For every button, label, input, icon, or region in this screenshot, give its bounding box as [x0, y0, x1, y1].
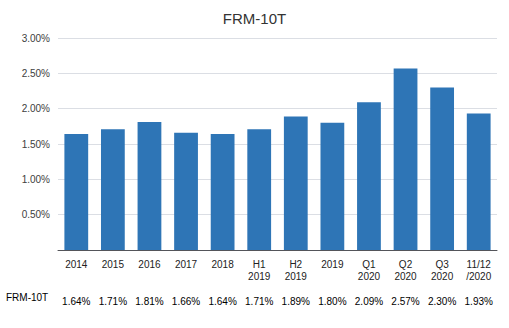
svg-text:2020: 2020 [394, 271, 417, 282]
svg-text:H1: H1 [253, 259, 266, 270]
svg-text:2020: 2020 [431, 271, 454, 282]
svg-text:1.81%: 1.81% [135, 296, 163, 307]
svg-text:1.89%: 1.89% [282, 296, 310, 307]
svg-text:Q3: Q3 [435, 259, 449, 270]
svg-text:Q2: Q2 [399, 259, 413, 270]
svg-text:1.64%: 1.64% [62, 296, 90, 307]
svg-text:2018: 2018 [212, 259, 235, 270]
svg-text:/2020: /2020 [466, 271, 491, 282]
svg-text:2.00%: 2.00% [22, 103, 50, 114]
svg-text:11/12: 11/12 [467, 259, 492, 270]
svg-text:2.09%: 2.09% [355, 296, 383, 307]
svg-text:1.80%: 1.80% [318, 296, 346, 307]
svg-text:1.93%: 1.93% [465, 296, 493, 307]
svg-text:FRM-10T: FRM-10T [223, 10, 286, 27]
svg-text:2014: 2014 [65, 259, 88, 270]
svg-text:2019: 2019 [248, 271, 271, 282]
svg-text:2019: 2019 [285, 271, 308, 282]
svg-text:2015: 2015 [102, 259, 125, 270]
svg-text:2.57%: 2.57% [391, 296, 419, 307]
svg-text:1.71%: 1.71% [245, 296, 273, 307]
svg-text:1.00%: 1.00% [22, 174, 50, 185]
svg-text:0.50%: 0.50% [22, 209, 50, 220]
svg-text:1.50%: 1.50% [22, 139, 50, 150]
svg-text:2.30%: 2.30% [428, 296, 456, 307]
svg-text:FRM-10T: FRM-10T [6, 292, 48, 303]
svg-text:2.50%: 2.50% [22, 68, 50, 79]
svg-text:2016: 2016 [138, 259, 161, 270]
svg-text:2017: 2017 [175, 259, 198, 270]
svg-text:Q1: Q1 [362, 259, 376, 270]
svg-text:3.00%: 3.00% [22, 33, 50, 44]
svg-text:1.66%: 1.66% [172, 296, 200, 307]
svg-text:1.71%: 1.71% [99, 296, 127, 307]
svg-text:1.64%: 1.64% [208, 296, 236, 307]
svg-text:2019: 2019 [321, 259, 344, 270]
svg-text:2020: 2020 [358, 271, 381, 282]
svg-text:H2: H2 [289, 259, 302, 270]
